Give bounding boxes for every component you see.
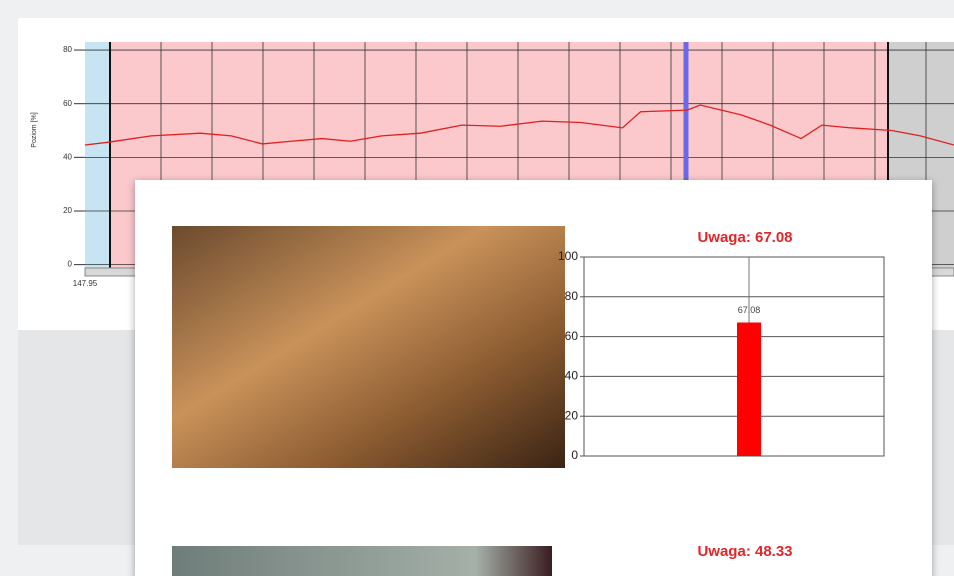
y-tick-label: 20 (565, 408, 579, 422)
y-tick-label: 40 (63, 152, 72, 161)
y-tick-label: 40 (565, 369, 579, 383)
y-tick-label: 80 (565, 289, 579, 303)
photo-second (172, 546, 552, 576)
x-tick-label: 147.95 (73, 279, 98, 288)
bar (737, 323, 761, 456)
overlay-card: Uwaga: 67.08 Uwaga: 48.33 0 20 40 60 80 100 67… (135, 180, 932, 576)
region-start (85, 42, 110, 270)
y-tick-label: 60 (63, 99, 72, 108)
y-tick-label: 0 (68, 260, 73, 269)
screen: Poziom [%] 0 20 40 60 80 147.95 Uwaga: 67.08 … (0, 0, 954, 576)
photo-chess (172, 226, 565, 468)
plot-frame (584, 257, 884, 456)
y-tick-label: 100 (558, 249, 578, 263)
data-label: 67.08 (738, 305, 761, 315)
y-axis-label: Poziom [%] (31, 112, 38, 147)
chart-title: Uwaga: 67.08 (697, 229, 792, 246)
y-tick-label: 60 (565, 329, 579, 343)
y-tick-label: 80 (63, 45, 72, 54)
y-tick-label: 0 (571, 448, 578, 462)
chart-title: Uwaga: 48.33 (697, 543, 792, 560)
y-tick-label: 20 (63, 206, 72, 215)
